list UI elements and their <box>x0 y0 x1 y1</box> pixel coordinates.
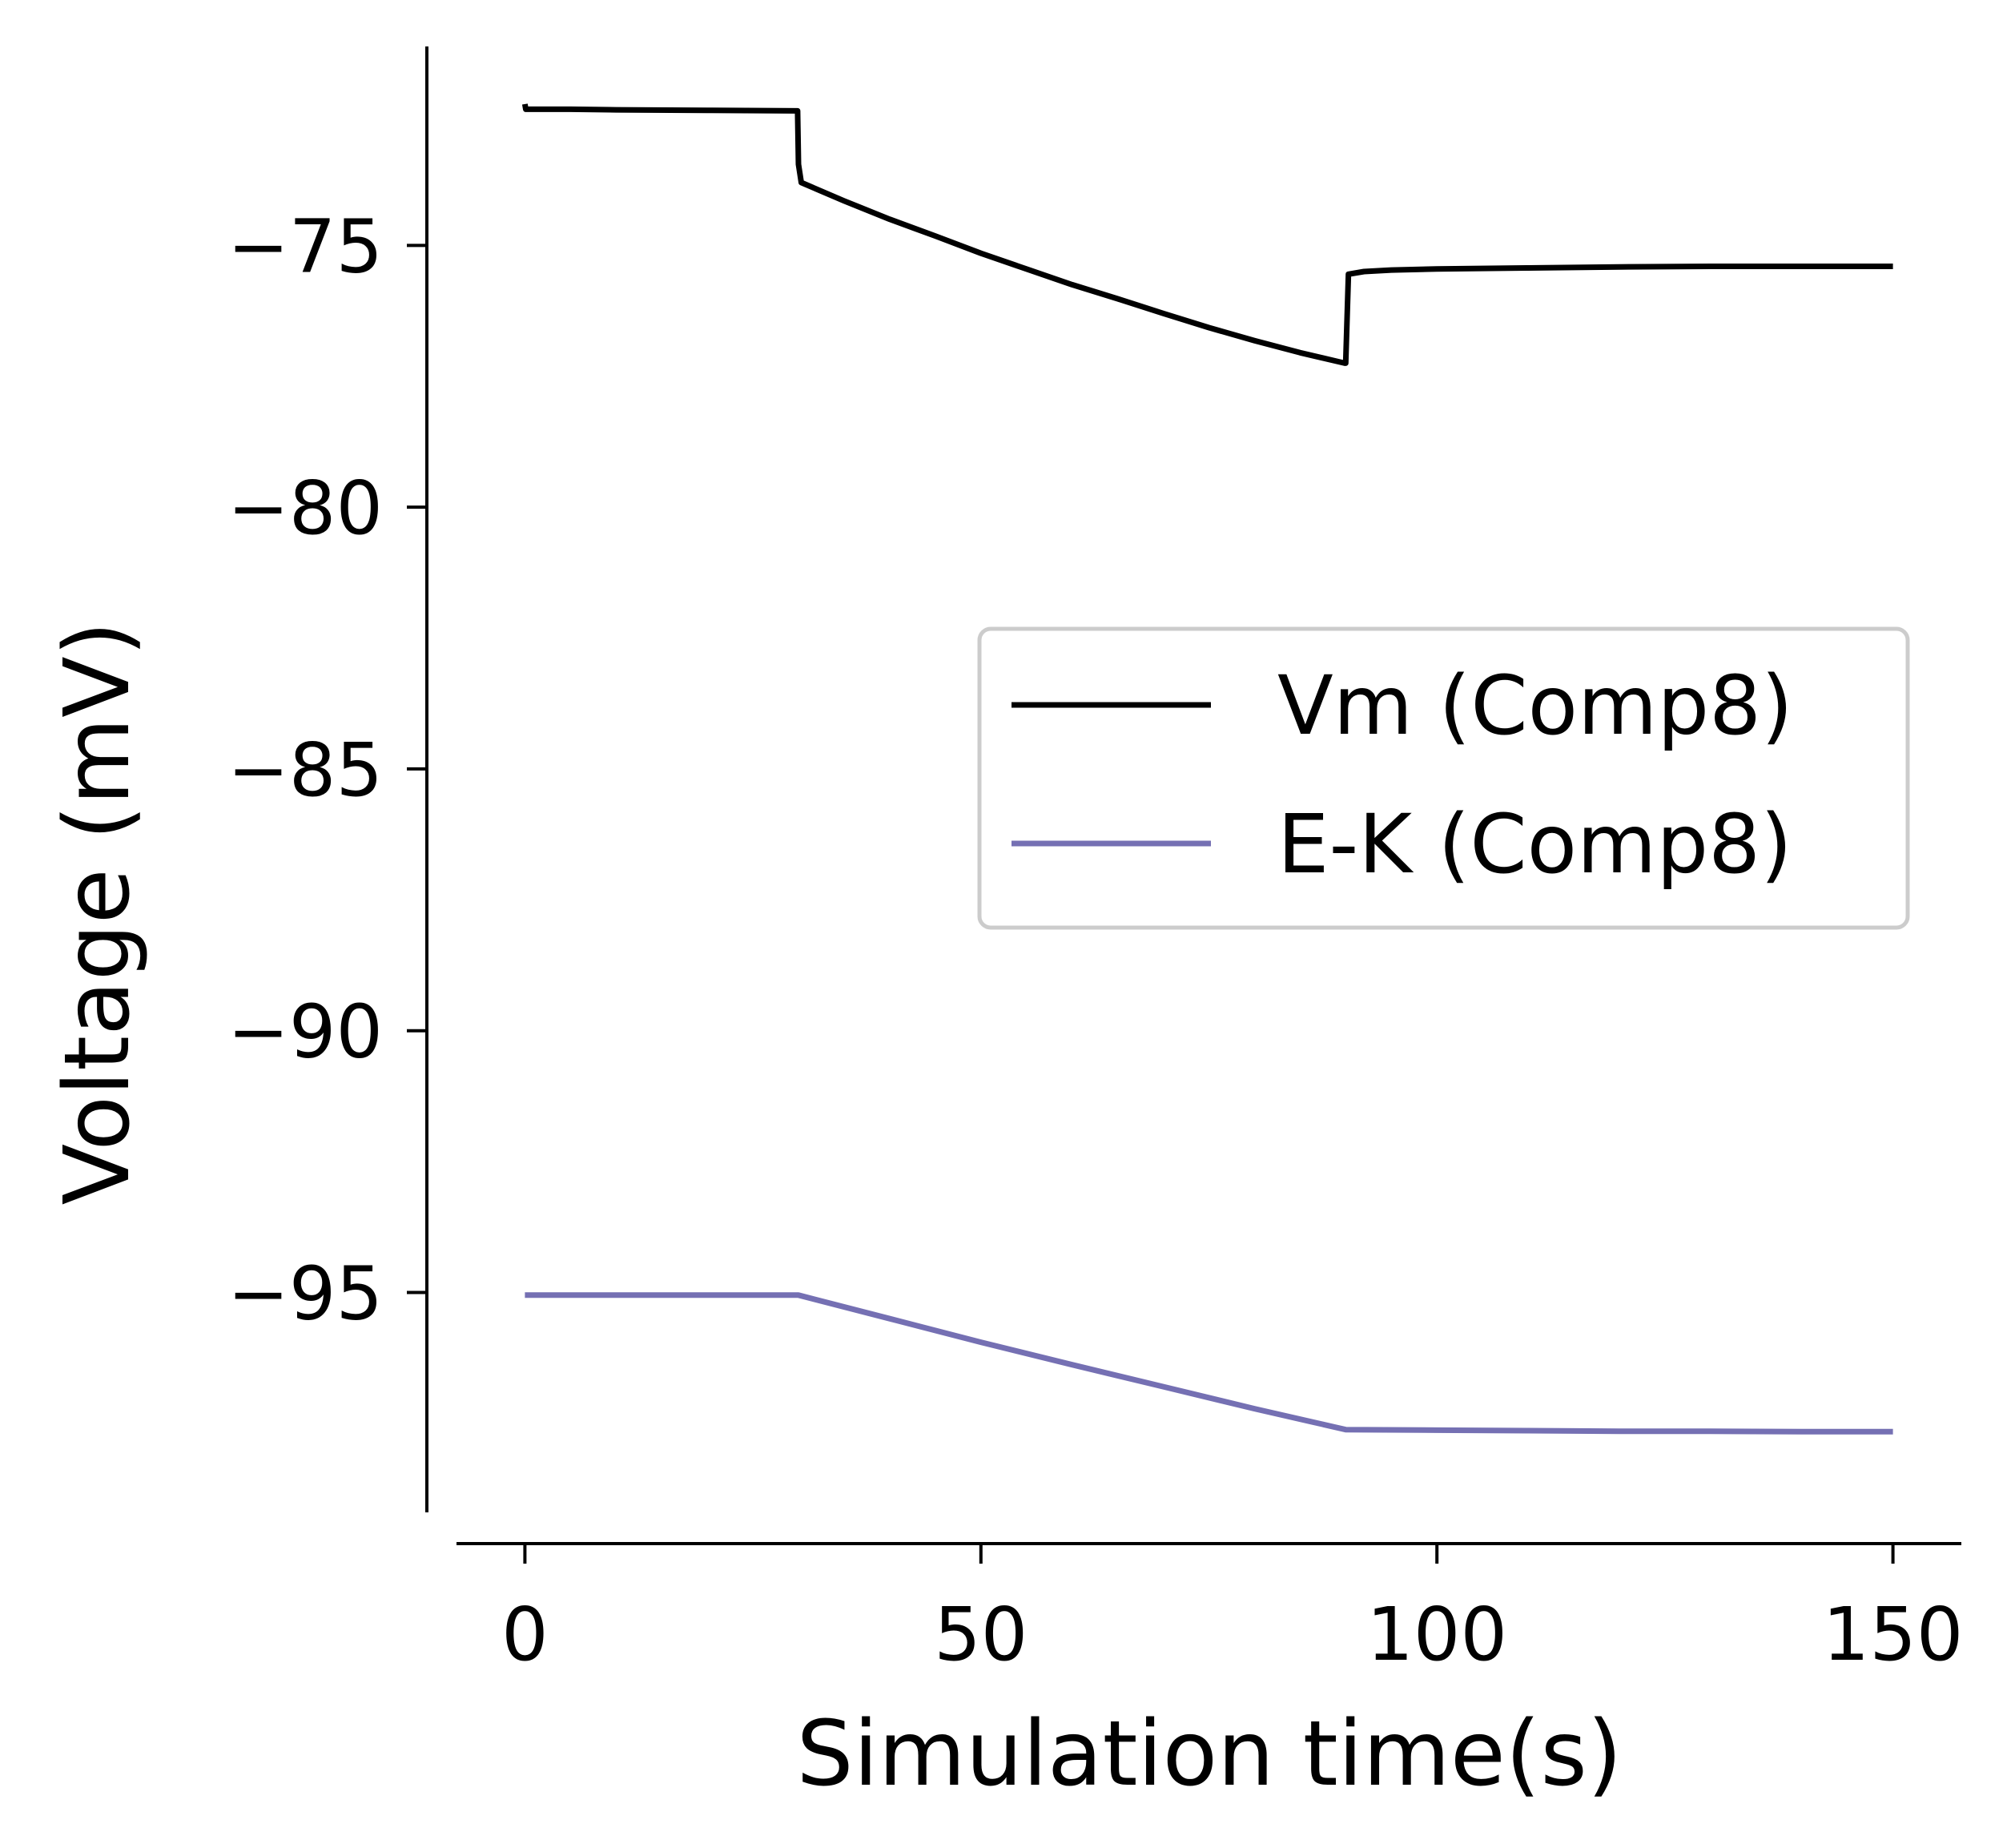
y-axis-ticks: −75 −80 −85 −90 −95 <box>227 203 427 1337</box>
x-tick-label: 0 <box>501 1592 549 1677</box>
x-axis-ticks: 0 50 100 150 <box>501 1544 1963 1677</box>
y-tick-label: −95 <box>227 1251 383 1337</box>
series-line-vm <box>521 103 1893 366</box>
x-tick-label: 150 <box>1823 1592 1964 1677</box>
y-tick-label: −90 <box>227 989 383 1075</box>
y-tick-label: −80 <box>227 465 383 551</box>
x-tick-label: 50 <box>934 1592 1028 1677</box>
x-tick-label: 100 <box>1366 1592 1507 1677</box>
legend-label-ek: E-K (Comp8) <box>1277 797 1792 892</box>
y-tick-label: −75 <box>227 203 383 289</box>
legend-frame <box>977 626 1910 930</box>
y-tick-label: −85 <box>227 727 383 813</box>
series-line-ek <box>525 1292 1893 1435</box>
y-axis-label: Voltage (mV) <box>46 622 150 1206</box>
legend: Vm (Comp8) E-K (Comp8) <box>977 626 1910 930</box>
legend-label-vm: Vm (Comp8) <box>1277 658 1793 754</box>
series-layer <box>521 103 1893 1435</box>
x-axis-label: Simulation time(s) <box>797 1702 1623 1806</box>
